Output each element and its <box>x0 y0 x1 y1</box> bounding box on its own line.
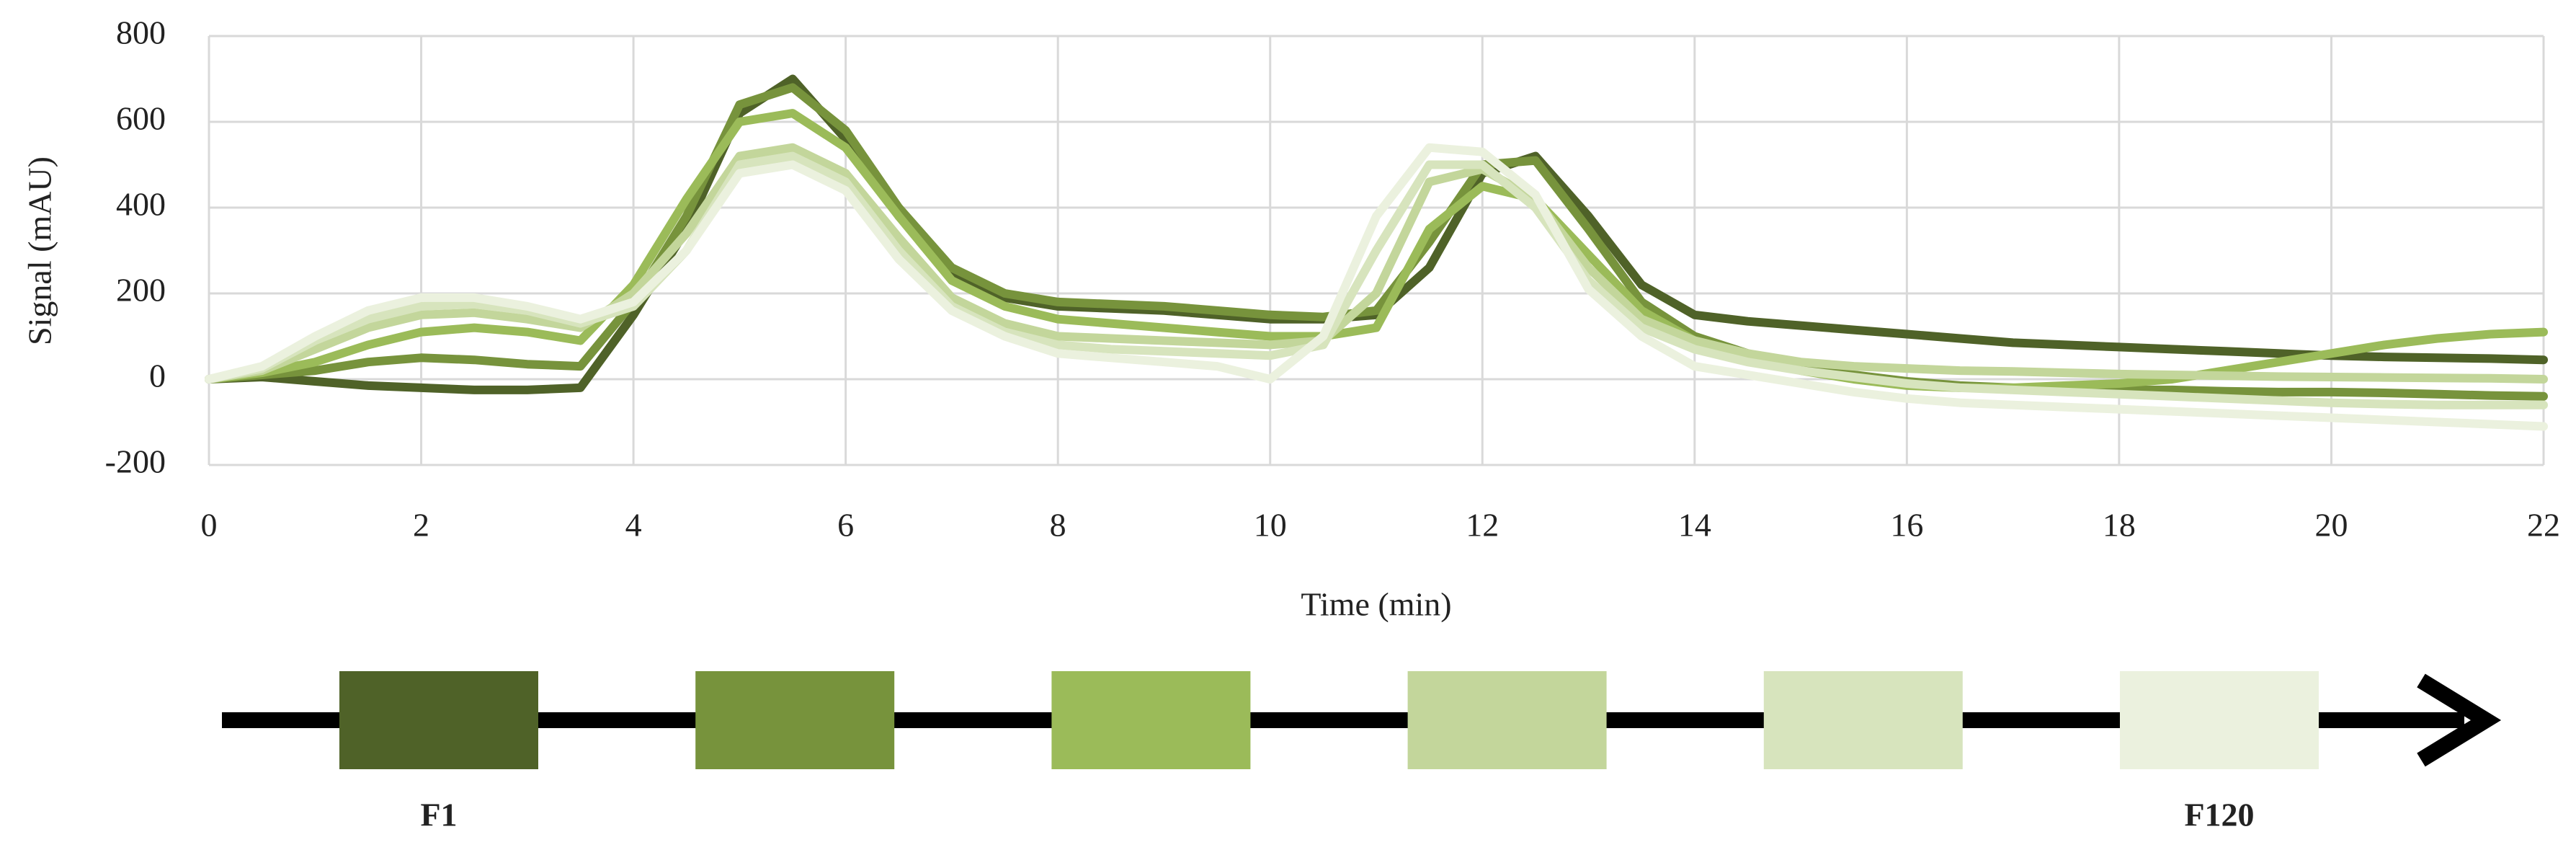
series-line <box>205 83 2548 401</box>
x-tick-label: 22 <box>2527 507 2560 544</box>
x-tick-label: 14 <box>1678 507 1711 544</box>
x-tick-label: 0 <box>201 507 218 544</box>
y-axis-title: Signal (mAU) <box>22 156 58 345</box>
x-tick-label: 8 <box>1050 507 1066 544</box>
series-line <box>205 74 2548 394</box>
x-tick-label: 4 <box>625 507 642 544</box>
y-tick-label: 800 <box>116 14 166 51</box>
legend-swatch <box>2120 671 2319 769</box>
x-tick-label: 16 <box>1890 507 1923 544</box>
x-tick-label: 12 <box>1466 507 1499 544</box>
y-tick-label: 200 <box>116 272 166 309</box>
legend-arrow-head <box>2417 673 2502 767</box>
x-tick-label: 18 <box>2103 507 2136 544</box>
y-tick-label: 0 <box>149 358 166 394</box>
legend-swatch <box>1763 671 1963 769</box>
x-tick-label: 2 <box>413 507 429 544</box>
legend-swatch <box>1051 671 1251 769</box>
legend-swatch <box>1407 671 1607 769</box>
x-tick-label: 10 <box>1254 507 1287 544</box>
y-tick-label: -200 <box>105 443 166 480</box>
y-tick-label: 400 <box>116 186 166 223</box>
legend-label: F120 <box>2184 797 2254 833</box>
series-line <box>205 143 2548 384</box>
legend-swatch <box>695 671 895 769</box>
legend-label: F1 <box>420 797 457 833</box>
series-line <box>205 143 2548 431</box>
y-tick-label: 600 <box>116 100 166 137</box>
legend-swatch <box>339 671 538 769</box>
x-axis-title: Time (min) <box>1301 586 1451 623</box>
x-tick-label: 20 <box>2314 507 2348 544</box>
x-tick-label: 6 <box>837 507 854 544</box>
